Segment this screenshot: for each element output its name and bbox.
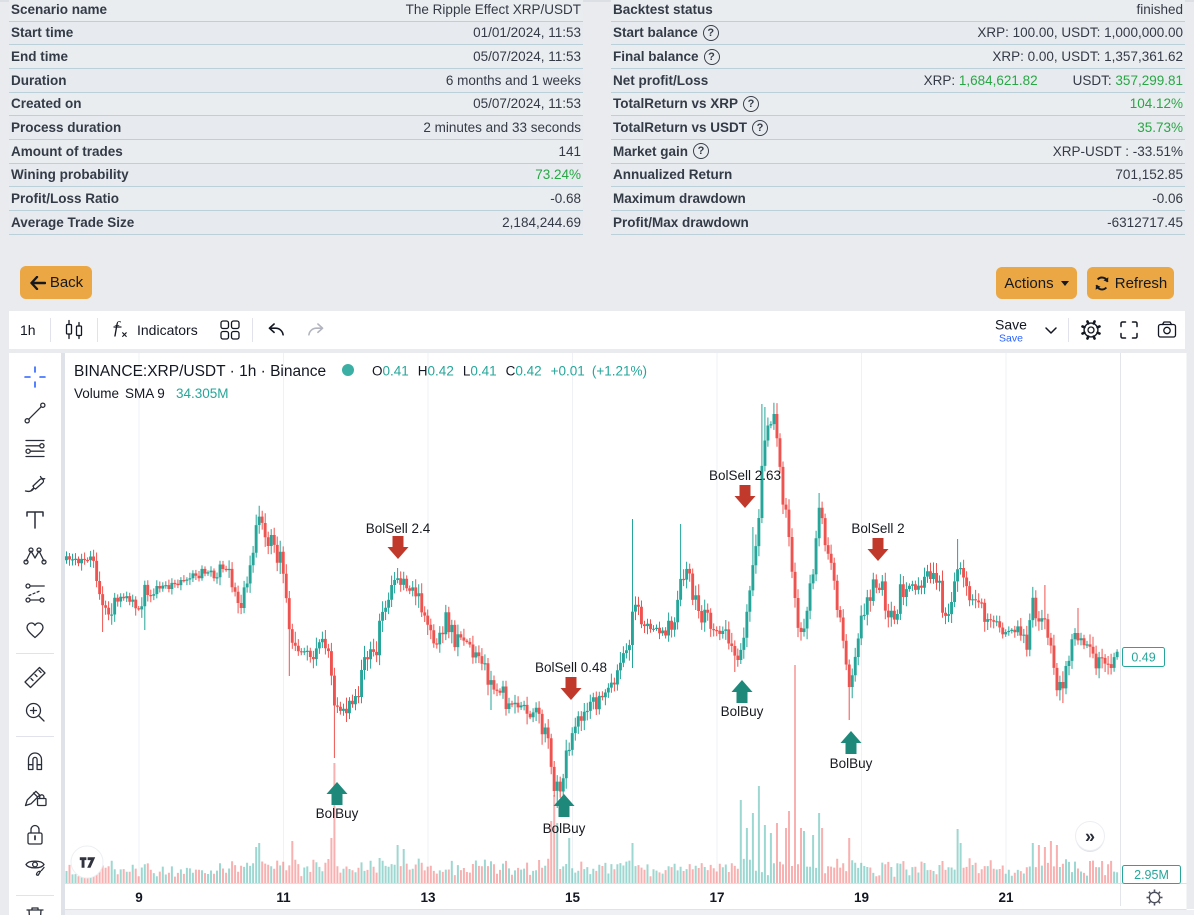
svg-text:34.305M: 34.305M — [176, 386, 229, 401]
svg-text:13: 13 — [420, 890, 436, 905]
svg-text:BINANCE:XRP/USDT · 1h · Binanc: BINANCE:XRP/USDT · 1h · Binance — [74, 363, 326, 380]
svg-text:21: 21 — [998, 890, 1014, 905]
svg-text:9: 9 — [135, 890, 143, 905]
svg-text:SMA 9: SMA 9 — [125, 386, 165, 401]
svg-text:11: 11 — [276, 890, 291, 905]
svg-text:17: 17 — [709, 890, 724, 905]
svg-text:Save: Save — [995, 317, 1027, 333]
svg-text:BolBuy: BolBuy — [543, 821, 586, 836]
svg-text:BolBuy: BolBuy — [316, 806, 359, 821]
svg-text:BolSell 0.48: BolSell 0.48 — [535, 660, 607, 675]
svg-text:0.49: 0.49 — [1131, 651, 1155, 665]
svg-text:×: × — [122, 330, 128, 341]
svg-text:BolBuy: BolBuy — [830, 756, 873, 771]
svg-text:»: » — [1085, 827, 1095, 847]
svg-text:1h: 1h — [20, 322, 36, 338]
svg-text:Indicators: Indicators — [137, 322, 198, 338]
svg-text:Save: Save — [999, 333, 1023, 345]
svg-text:BolSell 2: BolSell 2 — [851, 521, 904, 536]
svg-text:Volume: Volume — [74, 386, 119, 401]
svg-text:15: 15 — [565, 890, 581, 905]
svg-text:BolSell 2.63: BolSell 2.63 — [709, 468, 781, 483]
svg-text:19: 19 — [854, 890, 869, 905]
svg-text:BolBuy: BolBuy — [721, 704, 764, 719]
svg-text:BolSell 2.4: BolSell 2.4 — [366, 521, 431, 536]
svg-text:2.95M: 2.95M — [1134, 868, 1169, 882]
